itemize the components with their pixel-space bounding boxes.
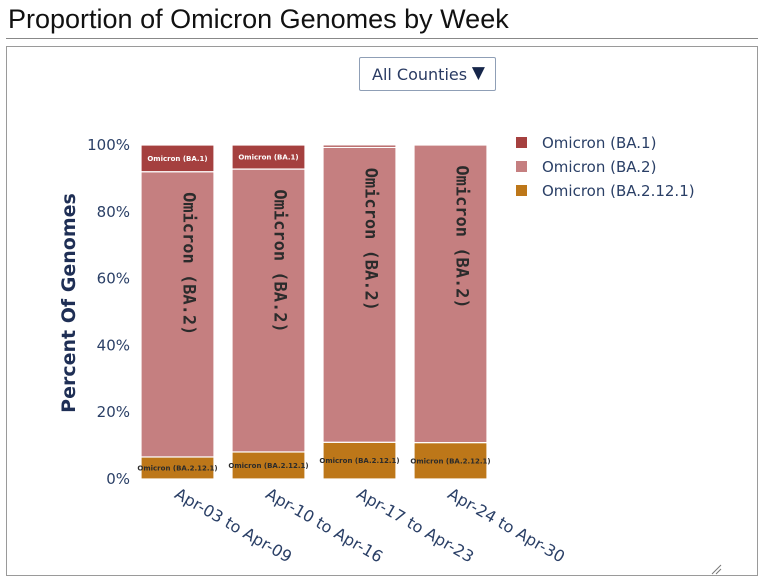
dropdown-arrow-icon: ▼ xyxy=(471,63,485,83)
bar-segment xyxy=(322,441,397,480)
y-tick-label: 40% xyxy=(97,336,130,354)
y-tick-label: 20% xyxy=(97,403,130,421)
bar-stack: Omicron (BA.2.12.1) Omicron (BA.2) xyxy=(410,144,491,480)
y-axis-title: Percent Of Genomes xyxy=(58,193,80,413)
title-divider xyxy=(6,38,758,39)
bar-segment xyxy=(231,144,306,170)
segment-label: Omicron (BA.2.12.1) xyxy=(137,464,217,472)
y-tick-label: 100% xyxy=(87,136,130,154)
segment-label: Omicron (BA.2.12.1) xyxy=(410,457,490,465)
bar-segment xyxy=(322,144,397,148)
legend-item: Omicron (BA.2) xyxy=(516,158,656,176)
segment-label: Omicron (BA.2) xyxy=(452,165,472,308)
segment-label: Omicron (BA.2) xyxy=(361,168,381,311)
bar-stack: Omicron (BA.2.12.1) Omicron (BA.2) Omicron… xyxy=(137,144,218,480)
county-select-value: All Counties xyxy=(372,65,468,84)
bar-segment xyxy=(413,144,488,444)
segment-label: Omicron (BA.2) xyxy=(270,189,290,332)
y-axis-ticks: 0% 20% 40% 60% 80% 100% xyxy=(87,136,130,488)
bar-segment xyxy=(413,441,488,480)
segment-label: Omicron (BA.1) xyxy=(147,155,207,163)
legend-item: Omicron (BA.1) xyxy=(516,134,656,152)
y-tick-label: 0% xyxy=(106,470,130,488)
page-title: Proportion of Omicron Genomes by Week xyxy=(8,4,509,34)
legend-label: Omicron (BA.1) xyxy=(542,134,656,152)
bar-segment xyxy=(231,451,306,480)
bar-stack: Omicron (BA.2.12.1) Omicron (BA.2) xyxy=(319,144,400,480)
legend-swatch xyxy=(516,137,527,148)
legend-swatch xyxy=(516,185,527,196)
y-tick-label: 60% xyxy=(97,270,130,288)
legend-item: Omicron (BA.2.12.1) xyxy=(516,182,695,200)
segment-label: Omicron (BA.2.12.1) xyxy=(228,462,308,470)
bar-stack: Omicron (BA.2.12.1) Omicron (BA.2) Omicron… xyxy=(228,144,309,480)
legend-swatch xyxy=(516,161,527,172)
county-select[interactable]: All Counties ▼ xyxy=(359,57,496,91)
segment-label: Omicron (BA.2.12.1) xyxy=(319,457,399,465)
legend-label: Omicron (BA.2.12.1) xyxy=(542,182,695,200)
bar-segment xyxy=(140,171,215,458)
bars: Omicron (BA.2.12.1)Omicron (BA.2)Omicron… xyxy=(137,144,491,480)
legend: Omicron (BA.1) Omicron (BA.2) Omicron (BA.… xyxy=(516,134,695,200)
segment-label: Omicron (BA.1) xyxy=(238,154,298,162)
segment-label: Omicron (BA.2) xyxy=(179,192,199,335)
resize-grip-icon[interactable] xyxy=(710,563,722,575)
legend-label: Omicron (BA.2) xyxy=(542,158,656,176)
bar-segment xyxy=(322,146,397,443)
bar-segment xyxy=(231,168,306,453)
bar-segment xyxy=(140,144,215,173)
y-tick-label: 80% xyxy=(97,203,130,221)
